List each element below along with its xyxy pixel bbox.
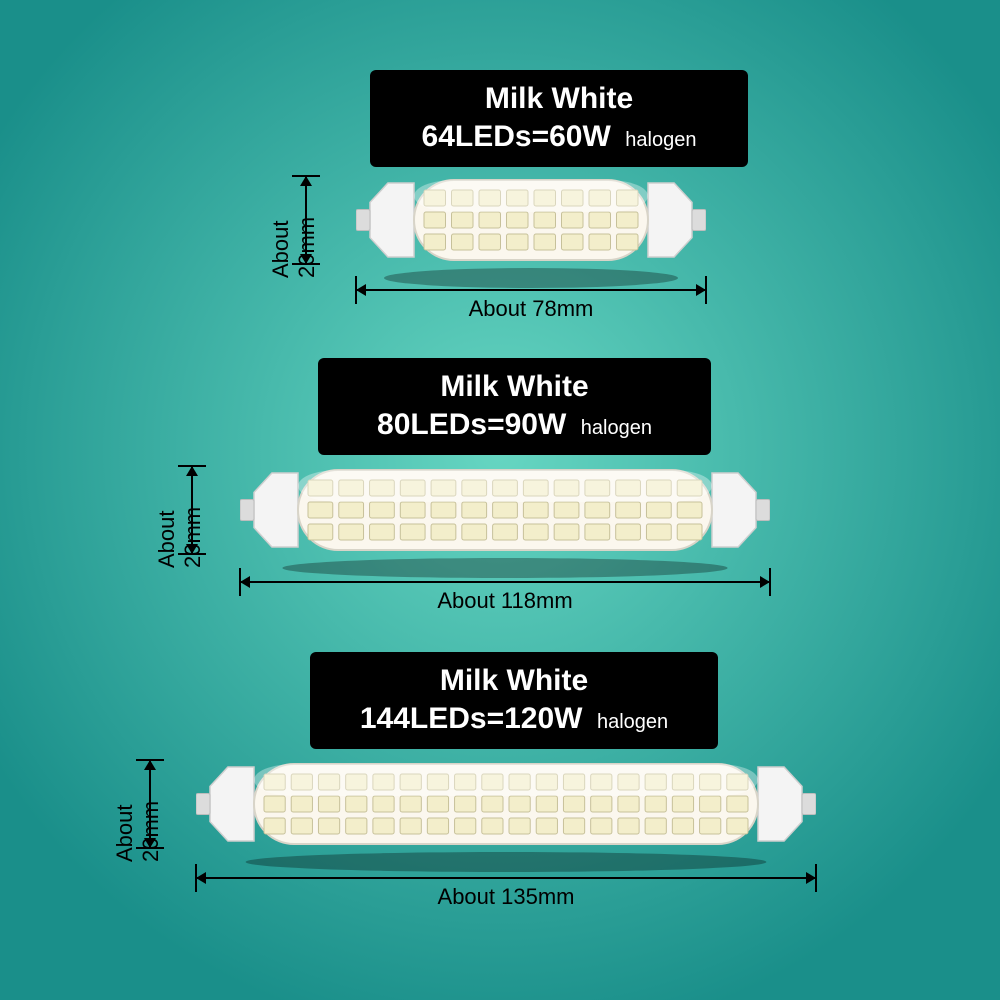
dimension-lines xyxy=(0,0,1000,1000)
infographic-stage: Milk White 64LEDs=60W halogen About 78mm… xyxy=(0,0,1000,1000)
